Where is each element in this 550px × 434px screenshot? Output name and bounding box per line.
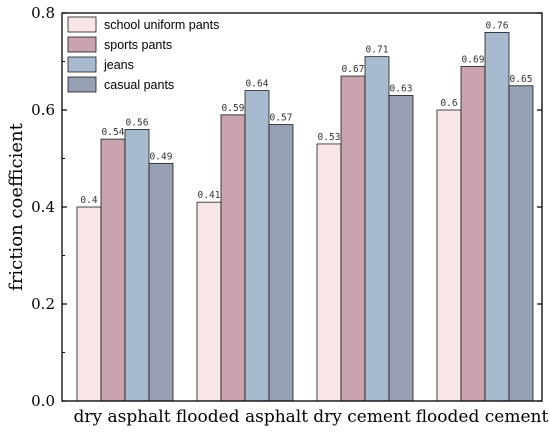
data-label: 0.6 (440, 98, 457, 109)
legend-swatch (67, 76, 97, 93)
x-category-label: dry asphalt (73, 407, 170, 427)
bar-school-uniform-pants-flooded-asphalt (196, 201, 222, 402)
x-category-label: dry cement (313, 407, 411, 427)
legend-entry: school uniform pants (104, 18, 219, 32)
bar-jeans-flooded-asphalt (244, 90, 270, 402)
data-label: 0.49 (150, 151, 173, 162)
y-tick-label: 0.8 (31, 4, 55, 22)
bar-school-uniform-pants-dry-asphalt (76, 206, 102, 402)
bar-sports-pants-dry-cement (340, 75, 366, 402)
y-axis-label: friction coefficient (6, 122, 27, 290)
data-label: 0.71 (366, 45, 389, 56)
legend-swatch (67, 36, 97, 53)
legend-entry: casual pants (104, 78, 174, 92)
y-tick-label: 0.0 (31, 392, 55, 410)
y-tick-label: 0.6 (31, 101, 55, 119)
x-category-label: flooded cement (416, 407, 549, 427)
data-label: 0.67 (342, 64, 365, 75)
bar-casual-pants-dry-asphalt (148, 162, 174, 402)
bar-school-uniform-pants-dry-cement (316, 143, 342, 402)
bar-school-uniform-pants-flooded-cement (436, 109, 462, 402)
bar-sports-pants-flooded-cement (460, 65, 486, 402)
data-label: 0.69 (462, 54, 485, 65)
bar-jeans-flooded-cement (484, 32, 510, 402)
data-label: 0.65 (510, 74, 533, 85)
bar-sports-pants-dry-asphalt (100, 138, 126, 402)
data-label: 0.53 (318, 132, 341, 143)
legend-entry: sports pants (104, 38, 172, 52)
data-label: 0.54 (102, 127, 125, 138)
legend: school uniform pants sports pants jeans cas… (67, 16, 219, 93)
bar-jeans-dry-cement (364, 56, 390, 402)
bar-jeans-dry-asphalt (124, 128, 150, 402)
legend-swatch (67, 16, 97, 33)
data-label: 0.56 (126, 117, 149, 128)
y-axis: 0.0 0.2 0.4 0.6 0.8 (31, 4, 542, 410)
y-tick-label: 0.4 (31, 198, 55, 216)
bar-casual-pants-dry-cement (388, 95, 414, 402)
bars-layer (76, 32, 534, 402)
x-category-label: flooded asphalt (176, 407, 308, 427)
data-label: 0.41 (198, 190, 221, 201)
data-label: 0.76 (486, 20, 509, 31)
data-label: 0.59 (222, 103, 245, 114)
y-tick-label: 0.2 (31, 295, 55, 313)
legend-entry: jeans (103, 58, 134, 72)
bar-casual-pants-flooded-cement (508, 85, 534, 402)
data-label: 0.63 (390, 83, 413, 94)
value-labels-layer: 0.40.540.560.490.410.590.640.570.530.670… (80, 20, 532, 206)
legend-swatch (67, 56, 97, 73)
bar-sports-pants-flooded-asphalt (220, 114, 246, 402)
data-label: 0.64 (246, 79, 269, 90)
data-label: 0.57 (270, 113, 293, 124)
x-axis: dry asphalt flooded asphalt dry cement floo… (73, 407, 548, 427)
data-label: 0.4 (80, 195, 97, 206)
bar-casual-pants-flooded-asphalt (268, 124, 294, 402)
